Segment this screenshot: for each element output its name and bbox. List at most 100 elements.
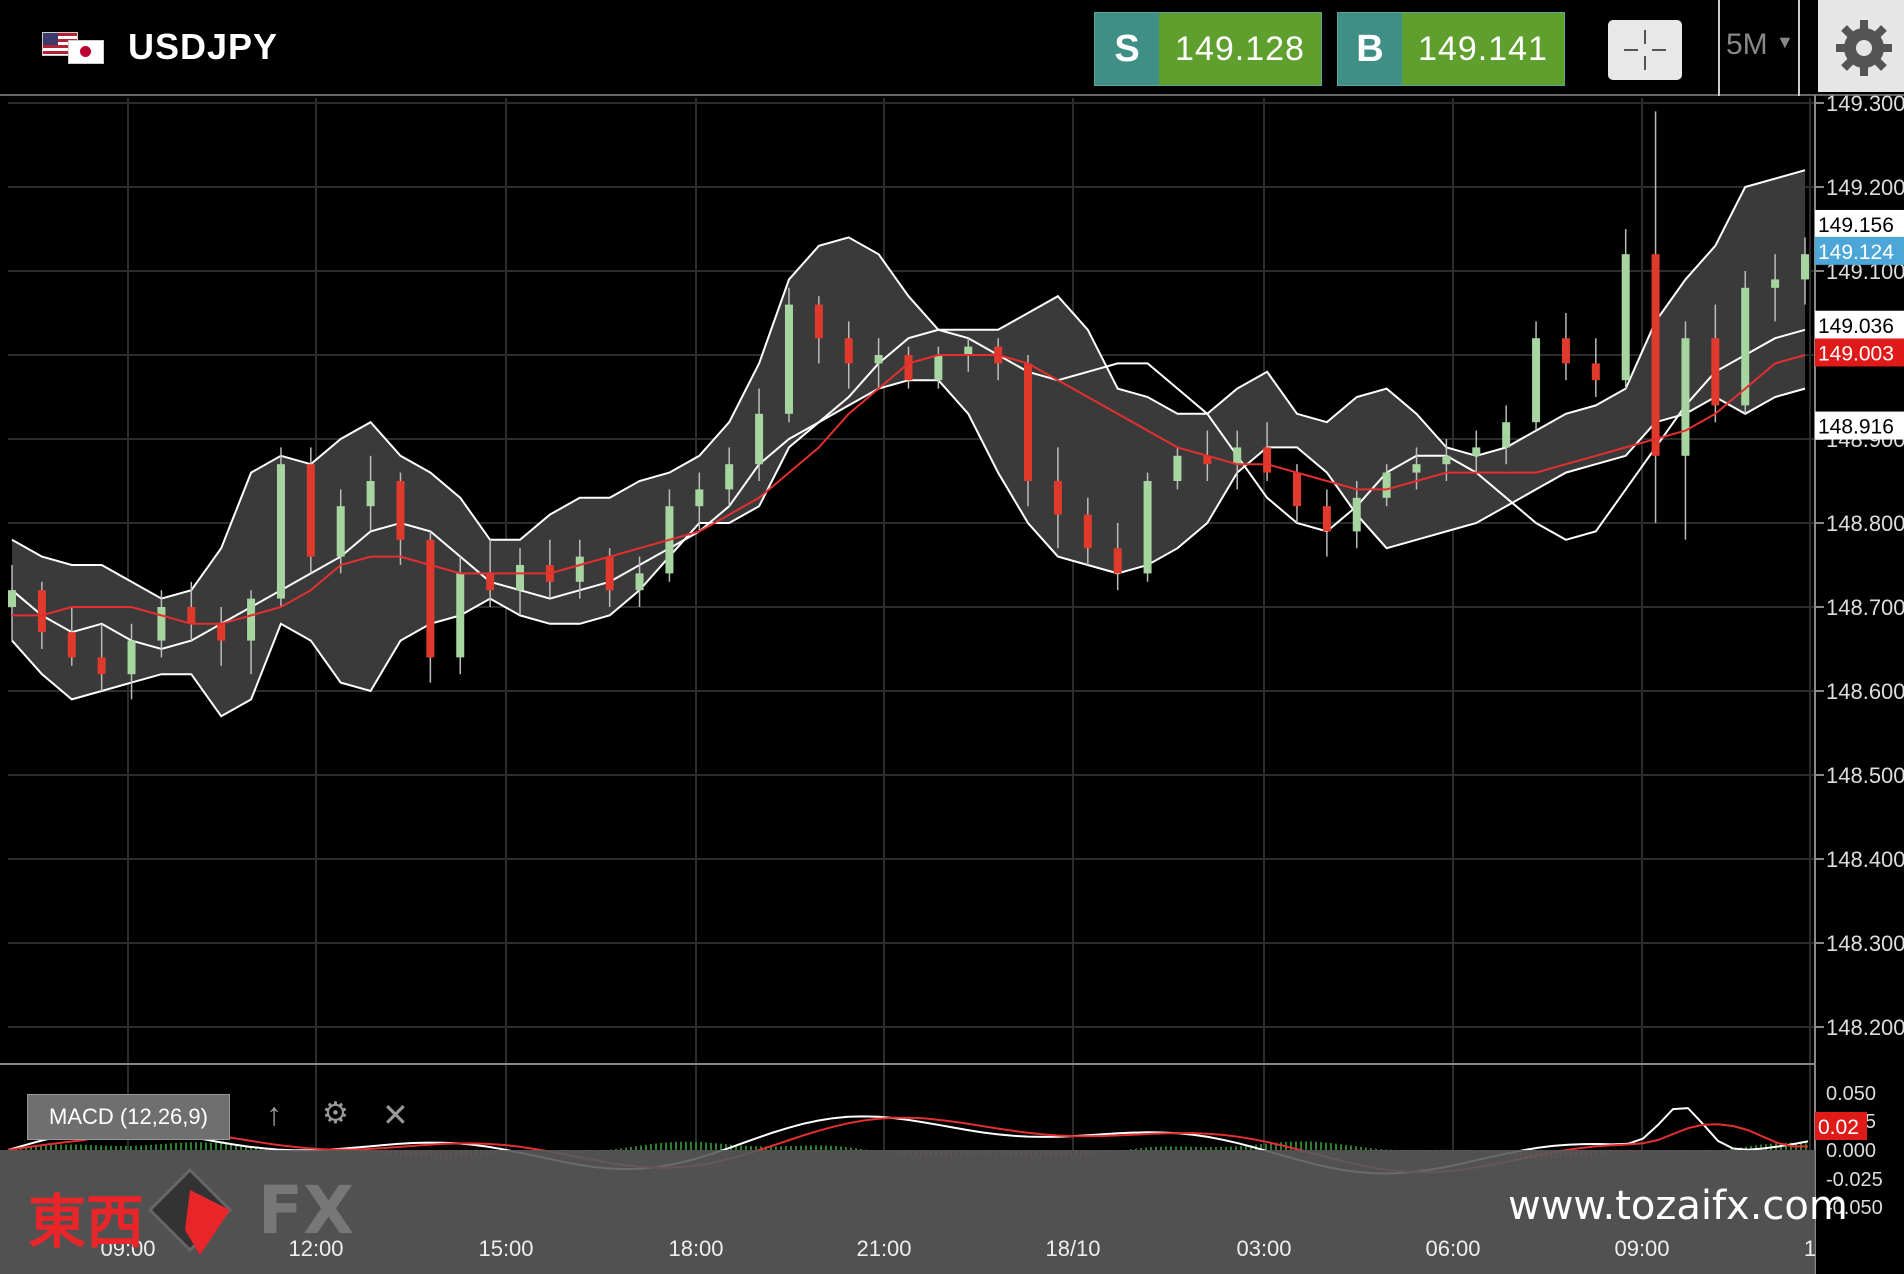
arrow-up-icon[interactable]: ↑ <box>266 1096 282 1132</box>
macd-histogram-bar <box>1270 1143 1272 1150</box>
sell-button[interactable]: S 149.128 <box>1094 12 1322 86</box>
candle-body <box>1322 506 1331 532</box>
macd-histogram-bar <box>75 1144 77 1150</box>
macd-histogram-bar <box>740 1145 742 1150</box>
macd-indicator-label[interactable]: MACD (12,26,9) <box>27 1094 230 1140</box>
price-badge-box <box>1815 411 1904 440</box>
candle <box>725 447 734 507</box>
macd-histogram-bar <box>820 1145 822 1150</box>
crosshair-button[interactable] <box>1608 20 1682 80</box>
macd-histogram-bar <box>790 1145 792 1150</box>
macd-histogram-bar <box>1370 1148 1372 1150</box>
candle-body <box>276 464 285 599</box>
macd-histogram-bar <box>85 1144 87 1150</box>
candle <box>217 607 226 666</box>
macd-histogram-bar <box>1190 1146 1192 1150</box>
candle-body <box>1711 338 1720 406</box>
candle <box>1233 430 1242 490</box>
candle-body <box>516 565 525 591</box>
candle-body <box>8 590 16 607</box>
macd-histogram-bar <box>140 1145 142 1150</box>
candle <box>1621 229 1630 389</box>
macd-histogram-bar <box>130 1145 132 1150</box>
candle-body <box>1382 472 1391 498</box>
settings-button[interactable] <box>1818 0 1904 92</box>
macd-histogram-bar <box>205 1142 207 1150</box>
macd-histogram-bar <box>1200 1146 1202 1150</box>
time-axis-label: 09:00 <box>1614 1236 1669 1261</box>
macd-histogram-bar <box>50 1144 52 1150</box>
macd-histogram-bar <box>850 1147 852 1150</box>
macd-histogram-bar <box>220 1143 222 1150</box>
buy-button[interactable]: B 149.141 <box>1337 12 1565 86</box>
macd-histogram-bar <box>120 1145 122 1150</box>
candle-body <box>426 539 435 658</box>
candle-body <box>874 355 883 364</box>
candle-body <box>1741 287 1750 406</box>
macd-histogram-bar <box>805 1145 807 1150</box>
japan-flag-icon <box>68 40 104 64</box>
candle-body <box>1173 455 1182 481</box>
candle <box>1591 338 1600 397</box>
gear-icon[interactable]: ⚙ <box>322 1097 349 1130</box>
macd-axis-label: -0.025 <box>1826 1169 1883 1191</box>
candle <box>1113 523 1122 591</box>
candle-body <box>366 481 375 507</box>
price-badge-box <box>1815 338 1904 367</box>
timeframe-selector[interactable]: 5M ▼ <box>1726 28 1794 62</box>
macd-histogram-bar <box>1295 1141 1297 1150</box>
candle <box>1053 447 1062 549</box>
macd-histogram-bar <box>1755 1145 1757 1150</box>
candle <box>1472 430 1481 473</box>
candle-body <box>1801 254 1809 280</box>
close-icon[interactable]: ✕ <box>382 1097 409 1133</box>
macd-histogram-bar <box>1140 1148 1142 1150</box>
candle-body <box>306 464 315 557</box>
time-axis-label: 18/10 <box>1045 1236 1100 1261</box>
candle-body <box>247 598 256 641</box>
candle <box>635 556 644 607</box>
macd-histogram-bar <box>745 1145 747 1150</box>
candle-body <box>605 556 614 591</box>
macd-histogram-bar <box>185 1142 187 1150</box>
symbol-title[interactable]: USDJPY <box>128 26 279 67</box>
macd-histogram-bar <box>230 1144 232 1150</box>
candle <box>784 287 793 423</box>
candle <box>755 388 764 481</box>
candle <box>814 296 823 364</box>
candle <box>8 565 16 641</box>
candle-body <box>1621 254 1630 381</box>
timeframe-label: 5M <box>1726 28 1768 61</box>
macd-histogram-bar <box>1260 1144 1262 1150</box>
macd-histogram-bar <box>1785 1142 1787 1150</box>
macd-histogram-bar <box>1195 1146 1197 1150</box>
price-badge-value: 149.036 <box>1818 315 1894 338</box>
macd-histogram-bar <box>1380 1149 1382 1151</box>
candle <box>247 590 256 675</box>
macd-histogram-bar <box>1225 1146 1227 1150</box>
macd-histogram-bar <box>210 1142 212 1150</box>
price-axis-label: 149.200 <box>1826 175 1904 200</box>
price-axis-label: 148.600 <box>1826 679 1904 704</box>
macd-histogram-bar <box>1265 1143 1267 1150</box>
candle-body <box>157 607 166 641</box>
macd-histogram-bar <box>105 1145 107 1150</box>
macd-histogram-bar <box>1185 1146 1187 1150</box>
candle-body <box>1591 363 1600 381</box>
macd-histogram-bar <box>1175 1146 1177 1150</box>
chevron-down-icon: ▼ <box>1776 32 1794 52</box>
candle <box>1741 271 1750 414</box>
footer-band <box>0 1150 1815 1274</box>
macd-axis-label: -0.050 <box>1826 1197 1883 1219</box>
macd-axis-label: 0.050 <box>1826 1083 1876 1105</box>
buy-label: B <box>1338 13 1402 85</box>
macd-histogram-bar <box>1335 1143 1337 1150</box>
macd-histogram-bar <box>1155 1146 1157 1150</box>
macd-histogram-bar <box>1130 1149 1132 1151</box>
candle-body <box>336 506 345 557</box>
macd-histogram-bar <box>195 1142 197 1150</box>
macd-histogram-bar <box>650 1144 652 1150</box>
macd-histogram-bar <box>630 1146 632 1150</box>
price-axis-label: 148.700 <box>1826 595 1904 620</box>
